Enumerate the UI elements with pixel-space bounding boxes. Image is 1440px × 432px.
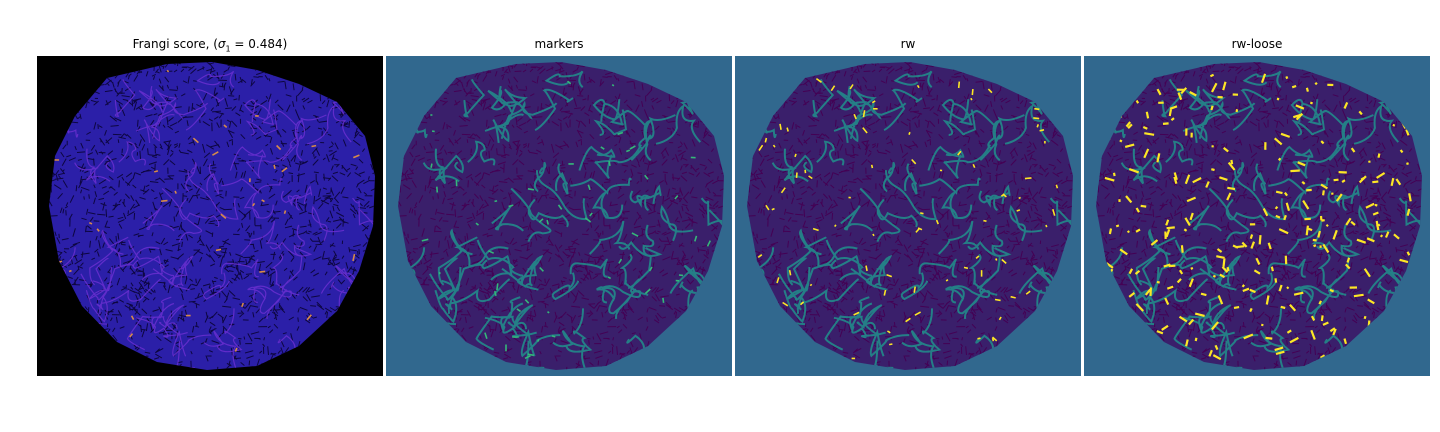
markers-panel-title: markers <box>534 37 584 51</box>
rw-loose-panel-title: rw-loose <box>1231 37 1283 51</box>
rw-image <box>735 56 1081 376</box>
rw-panel-title: rw <box>900 37 916 51</box>
frangi-panel-title: Frangi score, (σ1 = 0.484) <box>132 37 288 54</box>
markers-image <box>386 56 732 376</box>
frangi-score-image <box>37 56 383 376</box>
rw-loose-image <box>1084 56 1430 376</box>
